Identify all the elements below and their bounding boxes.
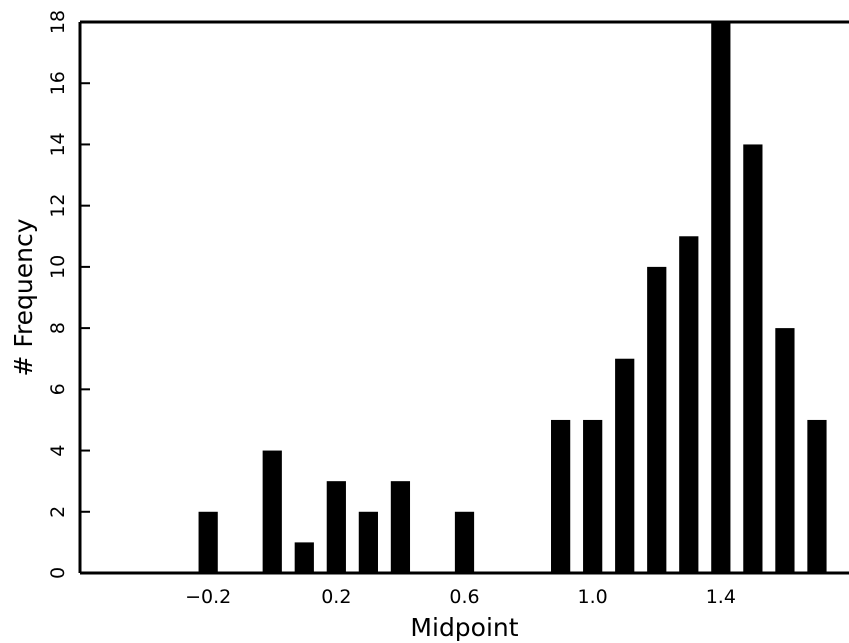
bar bbox=[262, 450, 282, 573]
bar bbox=[390, 481, 411, 573]
y-tick-label: 4 bbox=[47, 445, 69, 457]
bar bbox=[743, 144, 763, 573]
x-axis-label: Midpoint bbox=[410, 613, 518, 642]
bar bbox=[358, 511, 378, 573]
y-tick-label: 14 bbox=[47, 132, 69, 156]
bar bbox=[807, 419, 827, 573]
y-tick-label: 10 bbox=[47, 255, 69, 279]
y-axis-label: # Frequency bbox=[9, 218, 38, 376]
y-ticks-group: 0 2 4 6 8 10 12 14 16 18 bbox=[47, 10, 90, 579]
bar bbox=[775, 328, 795, 573]
bar bbox=[711, 22, 731, 573]
y-tick-label: 6 bbox=[47, 383, 69, 395]
y-tick-label: 8 bbox=[47, 322, 69, 334]
bar bbox=[294, 542, 314, 573]
y-tick-label: 12 bbox=[47, 194, 69, 218]
x-tick-label: 1.4 bbox=[706, 586, 736, 608]
bar bbox=[551, 419, 571, 573]
y-tick-label: 0 bbox=[47, 567, 69, 579]
x-tick-label: −0.2 bbox=[185, 586, 231, 608]
bar bbox=[198, 511, 218, 573]
bar bbox=[615, 358, 635, 573]
x-tick-label: 1.0 bbox=[578, 586, 608, 608]
x-tick-label: 0.6 bbox=[449, 586, 479, 608]
y-tick-label: 16 bbox=[47, 71, 69, 95]
x-tick-label: 0.2 bbox=[321, 586, 351, 608]
bar bbox=[583, 419, 603, 573]
bar bbox=[679, 236, 699, 573]
bar bbox=[647, 266, 667, 573]
x-ticks-group: −0.2 0.2 0.6 1.0 1.4 bbox=[185, 563, 736, 608]
y-tick-label: 2 bbox=[47, 506, 69, 518]
y-tick-label: 18 bbox=[47, 10, 69, 34]
bar bbox=[454, 511, 475, 573]
bar bbox=[326, 481, 346, 573]
bars-group bbox=[198, 22, 827, 573]
